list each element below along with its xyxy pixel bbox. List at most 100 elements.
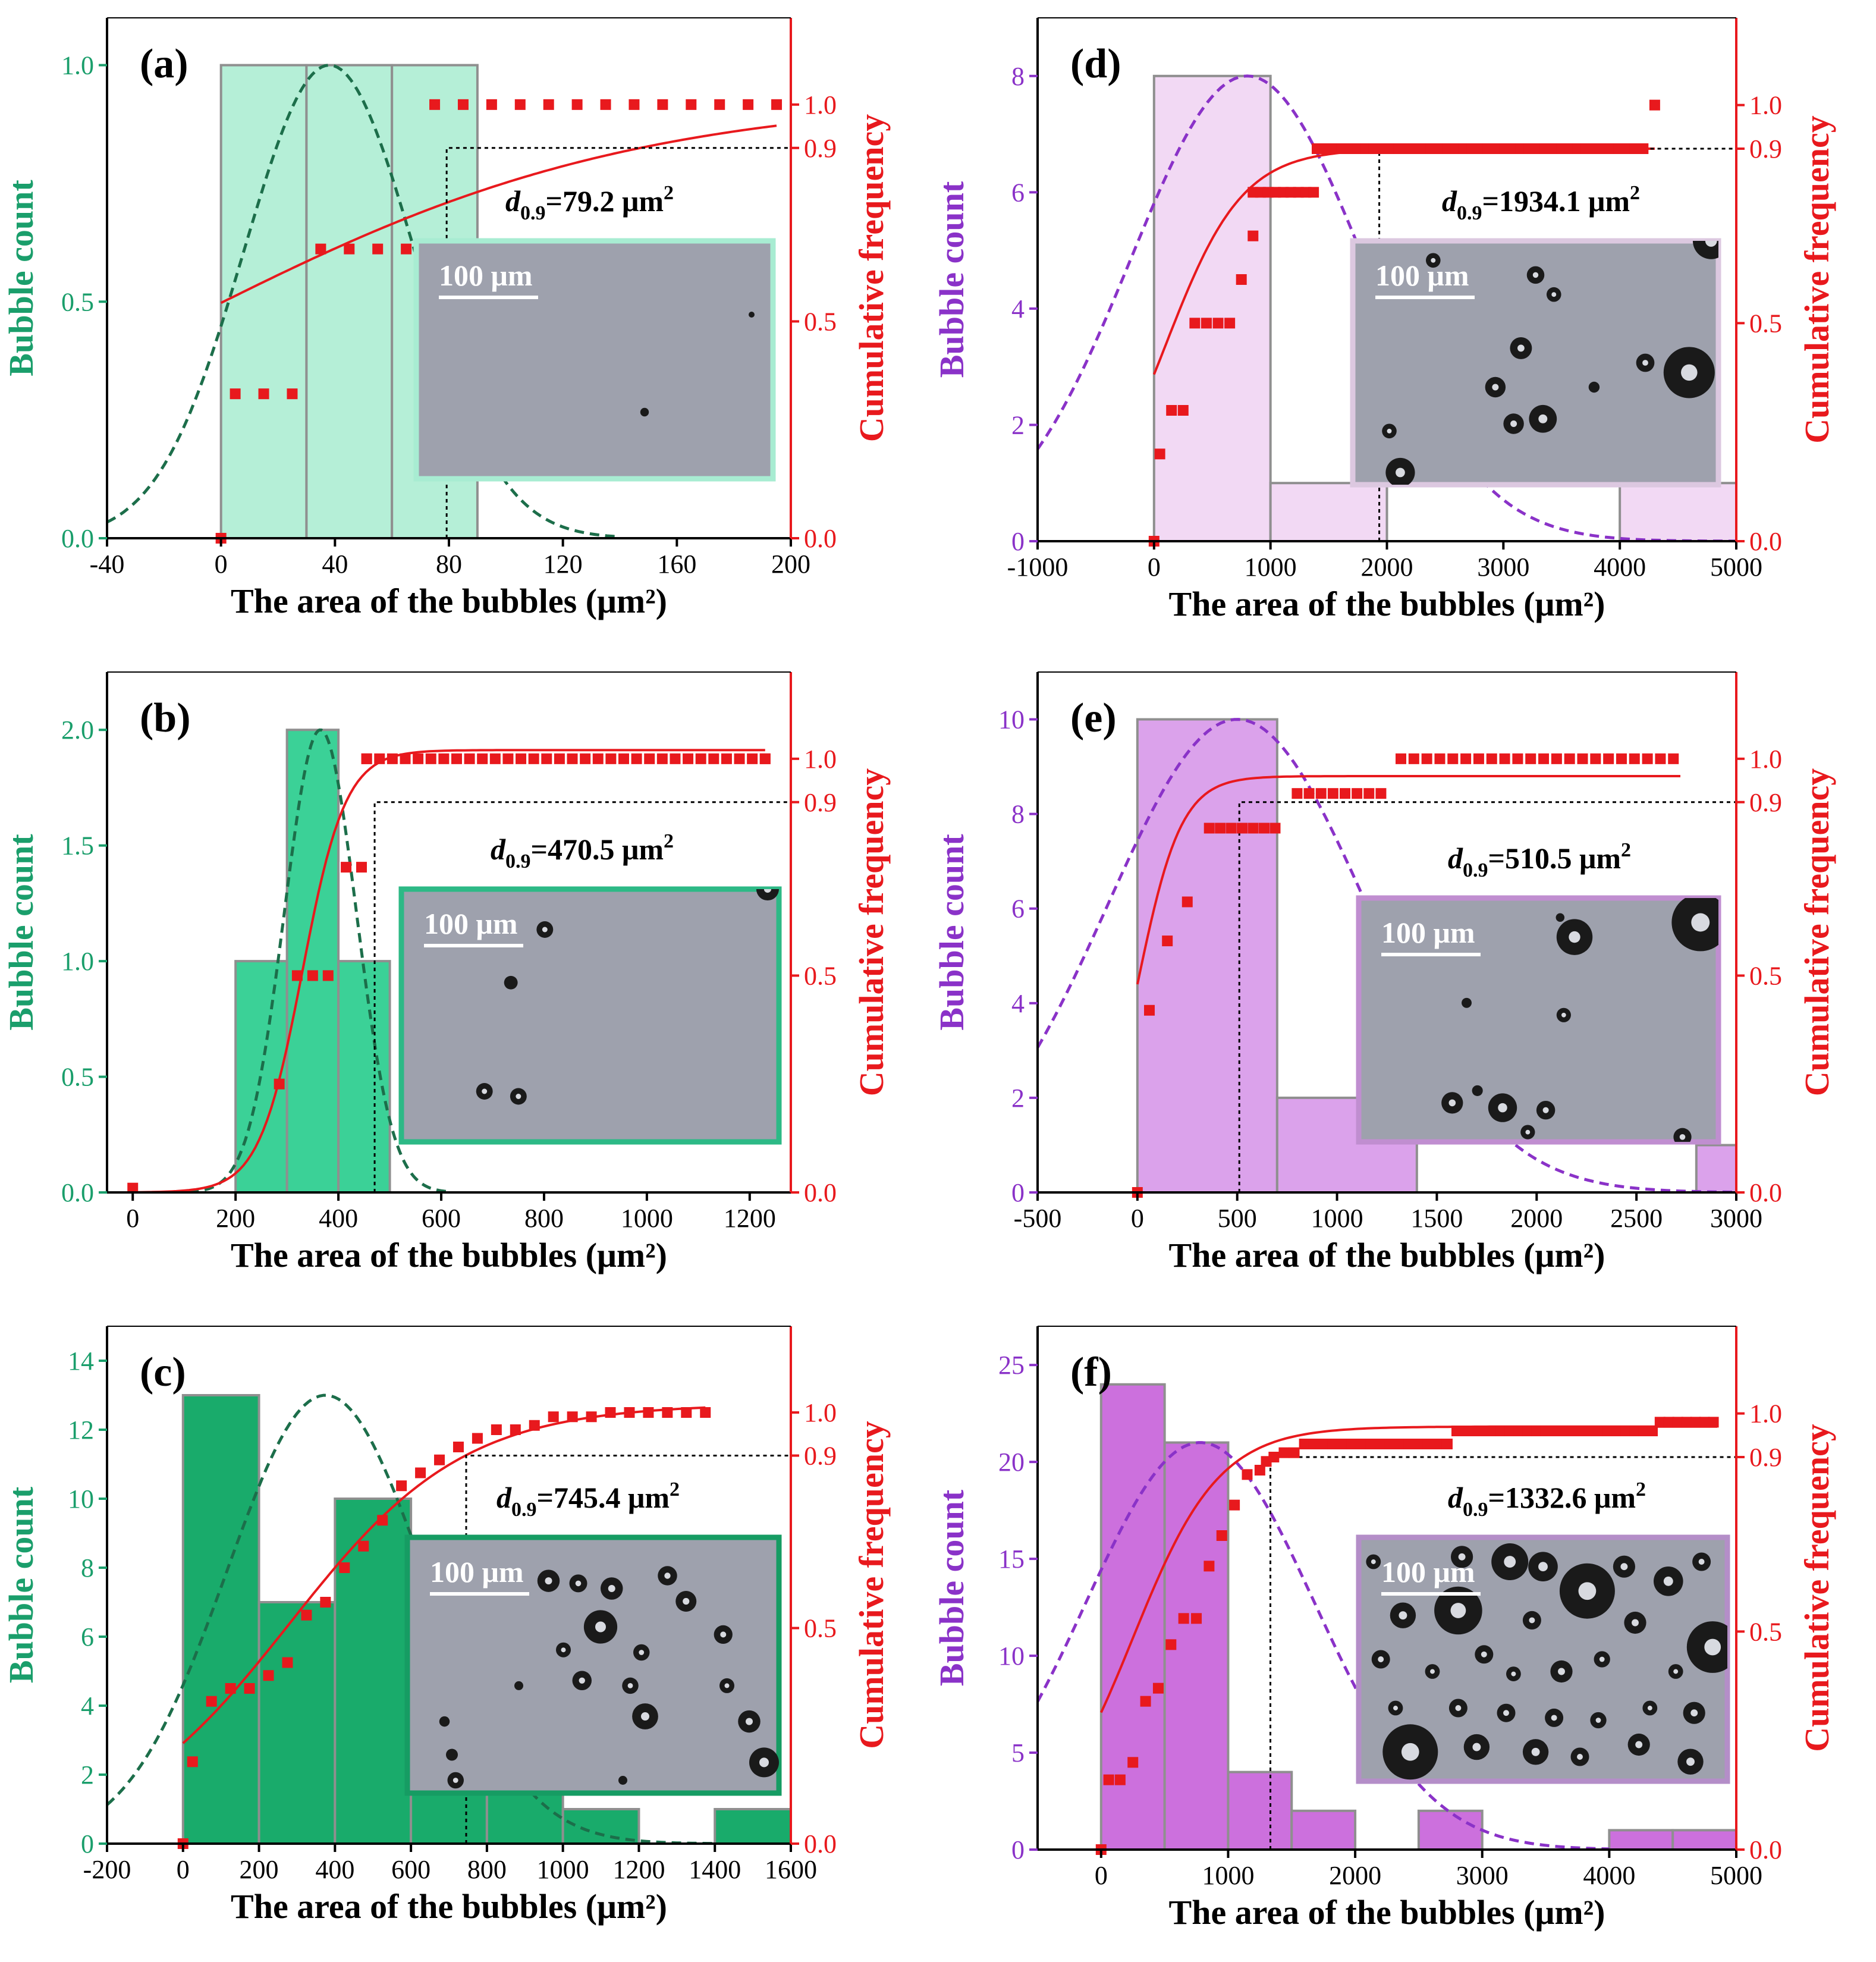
- x-tick-label: 3000: [1710, 1204, 1762, 1233]
- histogram-bar: [181, 1394, 260, 1845]
- y-axis-label: Bubble count: [2, 1486, 40, 1683]
- x-tick-label: 0: [177, 1855, 190, 1884]
- gaussian-fit-line: [1038, 1441, 1610, 1850]
- cumulative-point: [244, 1683, 255, 1694]
- cumulative-point: [1162, 936, 1173, 947]
- cumulative-point: [1408, 753, 1419, 764]
- bubble-highlight: [641, 1712, 649, 1721]
- y-tick-label: 2: [1011, 410, 1025, 440]
- cumulative-point: [1337, 1439, 1348, 1449]
- cumulative-point: [1413, 1439, 1424, 1449]
- cumulative-point: [1215, 823, 1226, 834]
- cumulative-point: [1708, 1417, 1719, 1428]
- cumulative-point: [1425, 143, 1437, 154]
- cumulative-point: [1242, 1469, 1253, 1480]
- bubble-highlight: [1481, 1651, 1487, 1658]
- x-tick-label: 600: [391, 1855, 430, 1884]
- y2-axis-label: Cumulative frequency: [852, 768, 891, 1097]
- cumulative-point: [1699, 1417, 1710, 1428]
- y2-tick-label: 0.9: [1749, 788, 1782, 817]
- cumulative-point: [1577, 753, 1588, 764]
- cumulative-point: [721, 753, 732, 764]
- micrograph-inset: 100 μm: [1356, 895, 1721, 1145]
- cumulative-point: [1504, 1426, 1516, 1436]
- histogram-bar: [257, 1601, 337, 1845]
- cumulative-point: [734, 753, 745, 764]
- cumulative-point: [1642, 753, 1653, 764]
- histogram-bar: [1695, 1144, 1738, 1194]
- bubble-highlight: [1578, 1582, 1597, 1600]
- cumulative-point: [1212, 318, 1224, 329]
- scale-bar-label: 100 μm: [430, 1555, 524, 1589]
- cumulative-point: [714, 99, 725, 110]
- cumulative-point: [1315, 788, 1327, 799]
- cumulative-point: [1178, 1613, 1189, 1624]
- x-tick-label: 80: [436, 550, 462, 579]
- cumulative-point: [1531, 1426, 1542, 1436]
- cumulative-point: [1441, 1439, 1453, 1449]
- bubble-highlight: [1705, 241, 1717, 247]
- x-tick-label: 2000: [1329, 1861, 1381, 1890]
- bubble-highlight: [1517, 344, 1525, 352]
- histogram-bar: [1608, 1829, 1674, 1851]
- cumulative-point: [1422, 1439, 1434, 1449]
- d09-guide-line: [373, 801, 791, 1192]
- cumulative-point: [1299, 1439, 1310, 1449]
- cumulative-point: [514, 99, 526, 110]
- x-tick-label: 200: [771, 550, 810, 579]
- cumulative-point: [1450, 143, 1462, 154]
- x-tick-label: 0: [126, 1204, 139, 1233]
- cumulative-point: [1469, 1426, 1480, 1436]
- cumulative-point: [1377, 143, 1388, 154]
- cumulative-point: [1177, 405, 1189, 416]
- y-tick-label: 8: [1011, 62, 1025, 91]
- y-tick-label: 0: [81, 1829, 94, 1859]
- x-tick-label: 2000: [1361, 553, 1413, 582]
- cumulative-point: [1558, 1426, 1569, 1436]
- cumulative-point: [1611, 1426, 1623, 1436]
- x-tick-label: 1000: [621, 1204, 673, 1233]
- chart-panel-b: 0 200 400 600 800 1000 1200 0.0 0.5 1.0 1.5 2.0 0.0 0…: [2, 671, 891, 1274]
- y2-axis-label: Cumulative frequency: [1798, 115, 1836, 444]
- bubble-highlight: [608, 1585, 615, 1592]
- cumulative-point: [1385, 143, 1396, 154]
- bubble: [618, 1776, 627, 1785]
- histogram-bar: [334, 1498, 413, 1845]
- cumulative-point: [502, 753, 514, 764]
- cumulative-point: [1613, 143, 1624, 154]
- cumulative-point: [1475, 143, 1486, 154]
- bubble-highlight: [1401, 1743, 1419, 1761]
- y-tick-label: 6: [1011, 894, 1025, 924]
- scale-bar-label: 100 μm: [1375, 259, 1469, 292]
- cumulative-point: [1589, 143, 1600, 154]
- cumulative-point: [372, 243, 384, 255]
- y-tick-label: 2: [1011, 1084, 1025, 1113]
- bubble-highlight: [1393, 1706, 1398, 1710]
- cumulative-point: [1114, 1774, 1126, 1785]
- scale-bar-label: 100 μm: [1381, 916, 1475, 949]
- cumulative-point: [771, 99, 783, 110]
- cumulative-point: [225, 1683, 236, 1694]
- micrograph-inset: 100 μm: [413, 238, 776, 482]
- micrograph-frame: [1356, 895, 1721, 1145]
- cumulative-point: [1394, 1439, 1405, 1449]
- cumulative-point: [1254, 1465, 1265, 1476]
- cumulative-point: [1451, 1426, 1462, 1436]
- y-tick-label: 1.0: [61, 51, 94, 80]
- y-tick-label: 0: [1011, 1178, 1025, 1207]
- histogram-bar: [305, 64, 394, 539]
- cumulative-point: [586, 1411, 597, 1423]
- cumulative-point: [1620, 1426, 1632, 1436]
- cumulative-point: [683, 753, 694, 764]
- bubble-highlight: [759, 1757, 769, 1768]
- bubble-highlight: [516, 1094, 521, 1099]
- bubble-highlight: [1698, 1559, 1705, 1565]
- panel-label: (c): [140, 1349, 186, 1395]
- x-axis-label: The area of the bubbles (μm²): [231, 582, 667, 620]
- bubble-highlight: [1396, 467, 1405, 478]
- bubble-highlight: [1532, 272, 1539, 278]
- cumulative-point: [1278, 1447, 1290, 1458]
- bubble-highlight: [1561, 1012, 1566, 1018]
- cumulative-point: [1466, 143, 1478, 154]
- cumulative-point: [708, 753, 719, 764]
